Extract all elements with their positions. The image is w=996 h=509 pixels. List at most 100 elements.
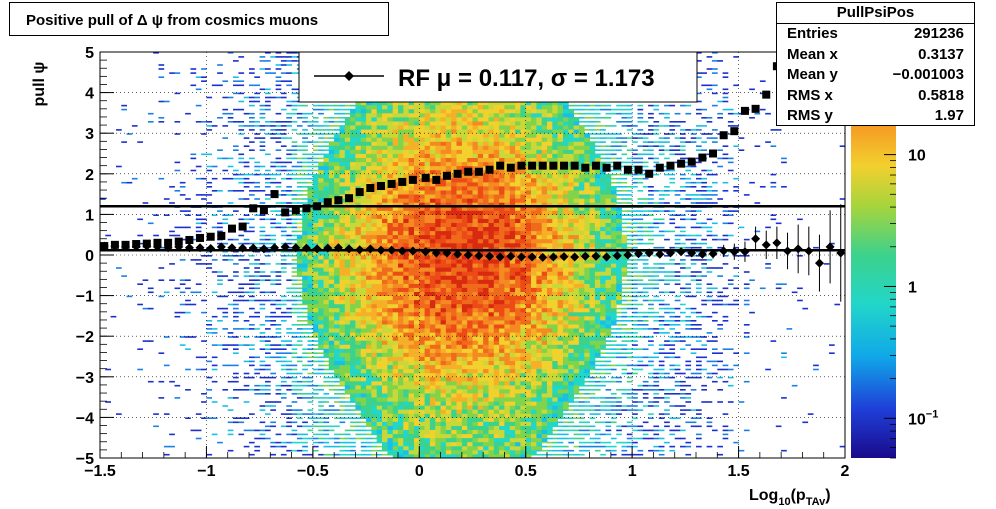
heatmap-cell <box>286 328 292 330</box>
heatmap-cell <box>488 437 495 443</box>
heatmap-cell <box>270 181 276 184</box>
heatmap-cell <box>302 393 308 395</box>
heatmap-cell <box>339 348 346 353</box>
heatmap-cell <box>366 397 372 402</box>
heatmap-cell <box>360 169 367 175</box>
heatmap-cell <box>344 161 351 167</box>
heatmap-cell <box>355 275 362 280</box>
heatmap-cell <box>307 360 314 363</box>
heatmap-cell <box>488 108 495 114</box>
heatmap-cell <box>328 267 335 272</box>
heatmap-cell <box>371 259 378 264</box>
heatmap-cell <box>408 356 415 361</box>
heatmap-cell <box>467 218 473 223</box>
heatmap-cell <box>312 145 319 147</box>
heatmap-cell <box>350 104 356 107</box>
heatmap-cell <box>233 149 239 151</box>
heatmap-cell <box>275 125 282 127</box>
heatmap-cell <box>286 112 292 115</box>
heatmap-cell <box>408 445 415 451</box>
heatmap-cell <box>265 173 271 176</box>
heatmap-cell <box>424 324 431 329</box>
heatmap-cell <box>318 149 324 151</box>
heatmap-cell <box>275 84 282 87</box>
heatmap-cell <box>440 145 447 150</box>
heatmap-cell <box>296 238 303 244</box>
heatmap-cell <box>339 380 346 386</box>
heatmap-cell <box>456 177 463 183</box>
heatmap-cell <box>451 279 457 284</box>
heatmap-cell <box>414 453 420 458</box>
heatmap-cell <box>419 133 425 138</box>
heatmap-cell <box>435 437 441 443</box>
heatmap-cell <box>185 112 191 115</box>
heatmap-cell <box>398 283 404 288</box>
heatmap-cell <box>403 295 409 301</box>
heatmap-cell <box>493 287 500 292</box>
heatmap-cell <box>312 295 319 301</box>
heatmap-cell <box>499 429 505 435</box>
heatmap-cell <box>355 437 362 440</box>
heatmap-cell <box>339 356 346 361</box>
heatmap-cell <box>318 190 324 195</box>
heatmap-cell <box>440 210 447 215</box>
heatmap-cell <box>318 255 324 260</box>
heatmap-cell <box>376 275 383 280</box>
heatmap-cell <box>350 181 356 187</box>
heatmap-cell <box>371 153 378 158</box>
heatmap-cell <box>398 230 404 236</box>
heatmap-cell <box>355 409 362 411</box>
heatmap-cell <box>323 360 330 363</box>
heatmap-cell <box>493 397 500 402</box>
heatmap-cell <box>376 453 383 456</box>
heatmap-cell <box>286 352 292 354</box>
heatmap-cell <box>451 210 457 215</box>
heatmap-cell <box>424 303 431 309</box>
heatmap-cell <box>360 173 367 179</box>
heatmap-cell <box>270 291 276 294</box>
heatmap-cell <box>440 425 447 430</box>
heatmap-cell <box>467 356 473 361</box>
heatmap-cell <box>509 153 516 158</box>
heatmap-cell <box>435 198 441 203</box>
heatmap-cell <box>504 413 511 418</box>
heatmap-cell <box>334 145 340 150</box>
heatmap-cell <box>376 121 383 126</box>
heatmap-cell <box>312 129 319 131</box>
heatmap-cell <box>483 299 489 305</box>
heatmap-cell <box>366 429 372 432</box>
heatmap-cell <box>350 121 356 126</box>
heatmap-cell <box>312 372 319 375</box>
heatmap-cell <box>302 271 308 276</box>
heatmap-cell <box>350 425 356 428</box>
heatmap-cell <box>515 303 521 309</box>
heatmap-cell <box>275 263 282 265</box>
heatmap-cell <box>382 311 388 317</box>
heatmap-cell <box>350 311 356 317</box>
heatmap-cell <box>339 328 346 333</box>
heatmap-cell <box>328 348 335 353</box>
heatmap-cell <box>403 161 409 167</box>
heatmap-cell <box>201 121 207 123</box>
heatmap-cell <box>339 181 346 187</box>
heatmap-cell <box>371 125 378 130</box>
heatmap-cell <box>307 250 314 256</box>
heatmap-cell <box>371 104 378 110</box>
heatmap-cell <box>392 368 399 374</box>
heatmap-cell <box>275 149 282 151</box>
heatmap-cell <box>312 121 319 123</box>
heatmap-cell <box>515 169 521 175</box>
heatmap-cell <box>472 238 479 244</box>
heatmap-cell <box>499 125 505 130</box>
heatmap-cell <box>424 380 431 386</box>
heatmap-cell <box>488 283 495 288</box>
heatmap-cell <box>451 287 457 292</box>
heatmap-cell <box>296 271 303 276</box>
heatmap-cell <box>371 295 378 301</box>
heatmap-cell <box>456 344 463 349</box>
heatmap-cell <box>488 307 495 313</box>
heatmap-cell <box>227 259 234 261</box>
heatmap-cell <box>461 145 468 150</box>
heatmap-cell <box>509 238 516 244</box>
heatmap-cell <box>382 125 388 130</box>
